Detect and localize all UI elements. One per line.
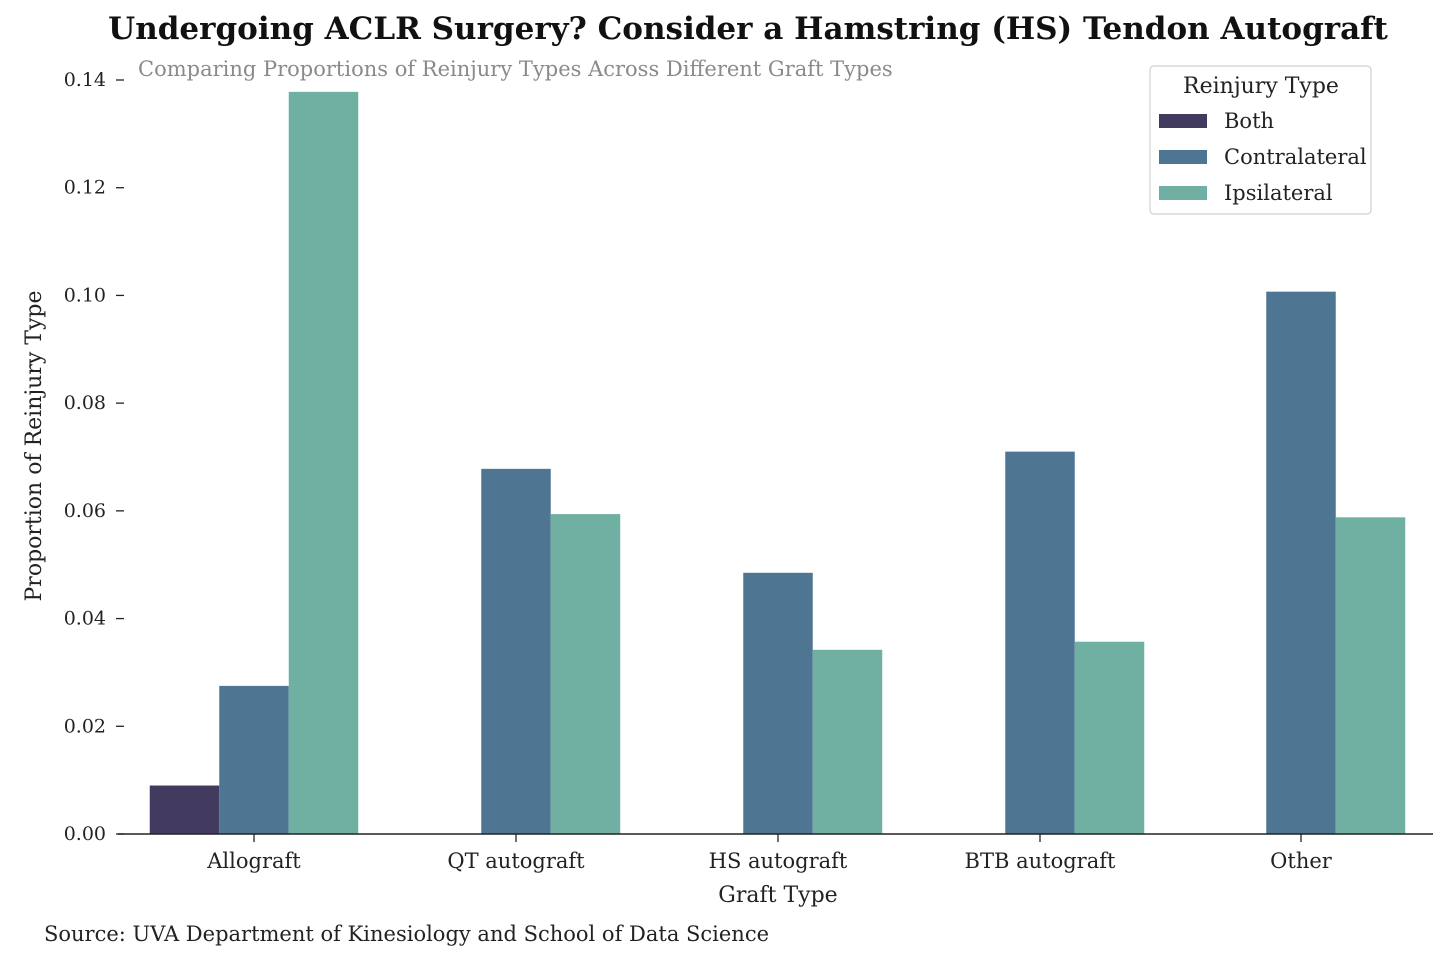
x-axis: Allograft QT autograft HS autograft BTB aut… <box>118 833 1433 873</box>
y-tick-label: 0.12 <box>64 177 106 199</box>
x-tick-label: BTB autograft <box>965 849 1116 873</box>
bar-ipsilateral-qt-autograft <box>550 514 621 834</box>
bar-ipsilateral-hs-autograft <box>812 649 883 834</box>
bar-contralateral-hs-autograft <box>743 572 813 834</box>
y-tick-label: 0.08 <box>64 392 106 414</box>
bar-contralateral-other <box>1266 291 1336 834</box>
y-tick-label: 0.00 <box>64 823 106 845</box>
legend-label-ipsilateral: Ipsilateral <box>1224 181 1333 205</box>
x-tick-label: HS autograft <box>709 849 848 873</box>
y-tick-label: 0.14 <box>64 69 106 91</box>
y-axis-label: Proportion of Reinjury Type <box>22 291 47 602</box>
legend-frame <box>1149 65 1372 215</box>
source-note: Source: UVA Department of Kinesiology an… <box>44 922 769 946</box>
chart-subtitle: Comparing Proportions of Reinjury Types … <box>138 57 893 81</box>
legend-swatch-both <box>1159 114 1207 128</box>
bar-ipsilateral-btb-autograft <box>1074 641 1145 834</box>
bar-both-allograft <box>149 785 220 834</box>
legend-items: Both Contralateral Ipsilateral <box>1159 109 1367 205</box>
legend-title: Reinjury Type <box>1183 74 1339 99</box>
x-axis-label: Graft Type <box>718 883 837 908</box>
x-tick-label: Allograft <box>206 849 301 873</box>
y-tick-label: 0.02 <box>64 715 106 737</box>
legend-label-contralateral: Contralateral <box>1224 145 1367 169</box>
bar-contralateral-qt-autograft <box>481 468 551 834</box>
bars-layer <box>149 91 1406 834</box>
y-tick-label: 0.04 <box>64 608 106 630</box>
bar-contralateral-btb-autograft <box>1005 451 1075 834</box>
y-tick-label: 0.10 <box>64 284 106 306</box>
bar-contralateral-allograft <box>219 685 289 834</box>
legend-swatch-contralateral <box>1159 150 1207 164</box>
legend-swatch-ipsilateral <box>1159 186 1207 200</box>
bar-ipsilateral-other <box>1335 517 1406 834</box>
bar-ipsilateral-allograft <box>288 91 359 834</box>
y-axis: 0.00 0.02 0.04 0.06 0.08 0.10 0.12 0.14 <box>64 69 124 845</box>
x-tick-label: Other <box>1270 849 1333 873</box>
y-tick-label: 0.06 <box>64 500 106 522</box>
x-tick-label: QT autograft <box>447 849 585 873</box>
legend-label-both: Both <box>1224 109 1274 133</box>
legend: Reinjury Type Both Contralateral Ipsilater… <box>1149 65 1372 215</box>
chart-title: Undergoing ACLR Surgery? Consider a Hams… <box>108 11 1388 47</box>
